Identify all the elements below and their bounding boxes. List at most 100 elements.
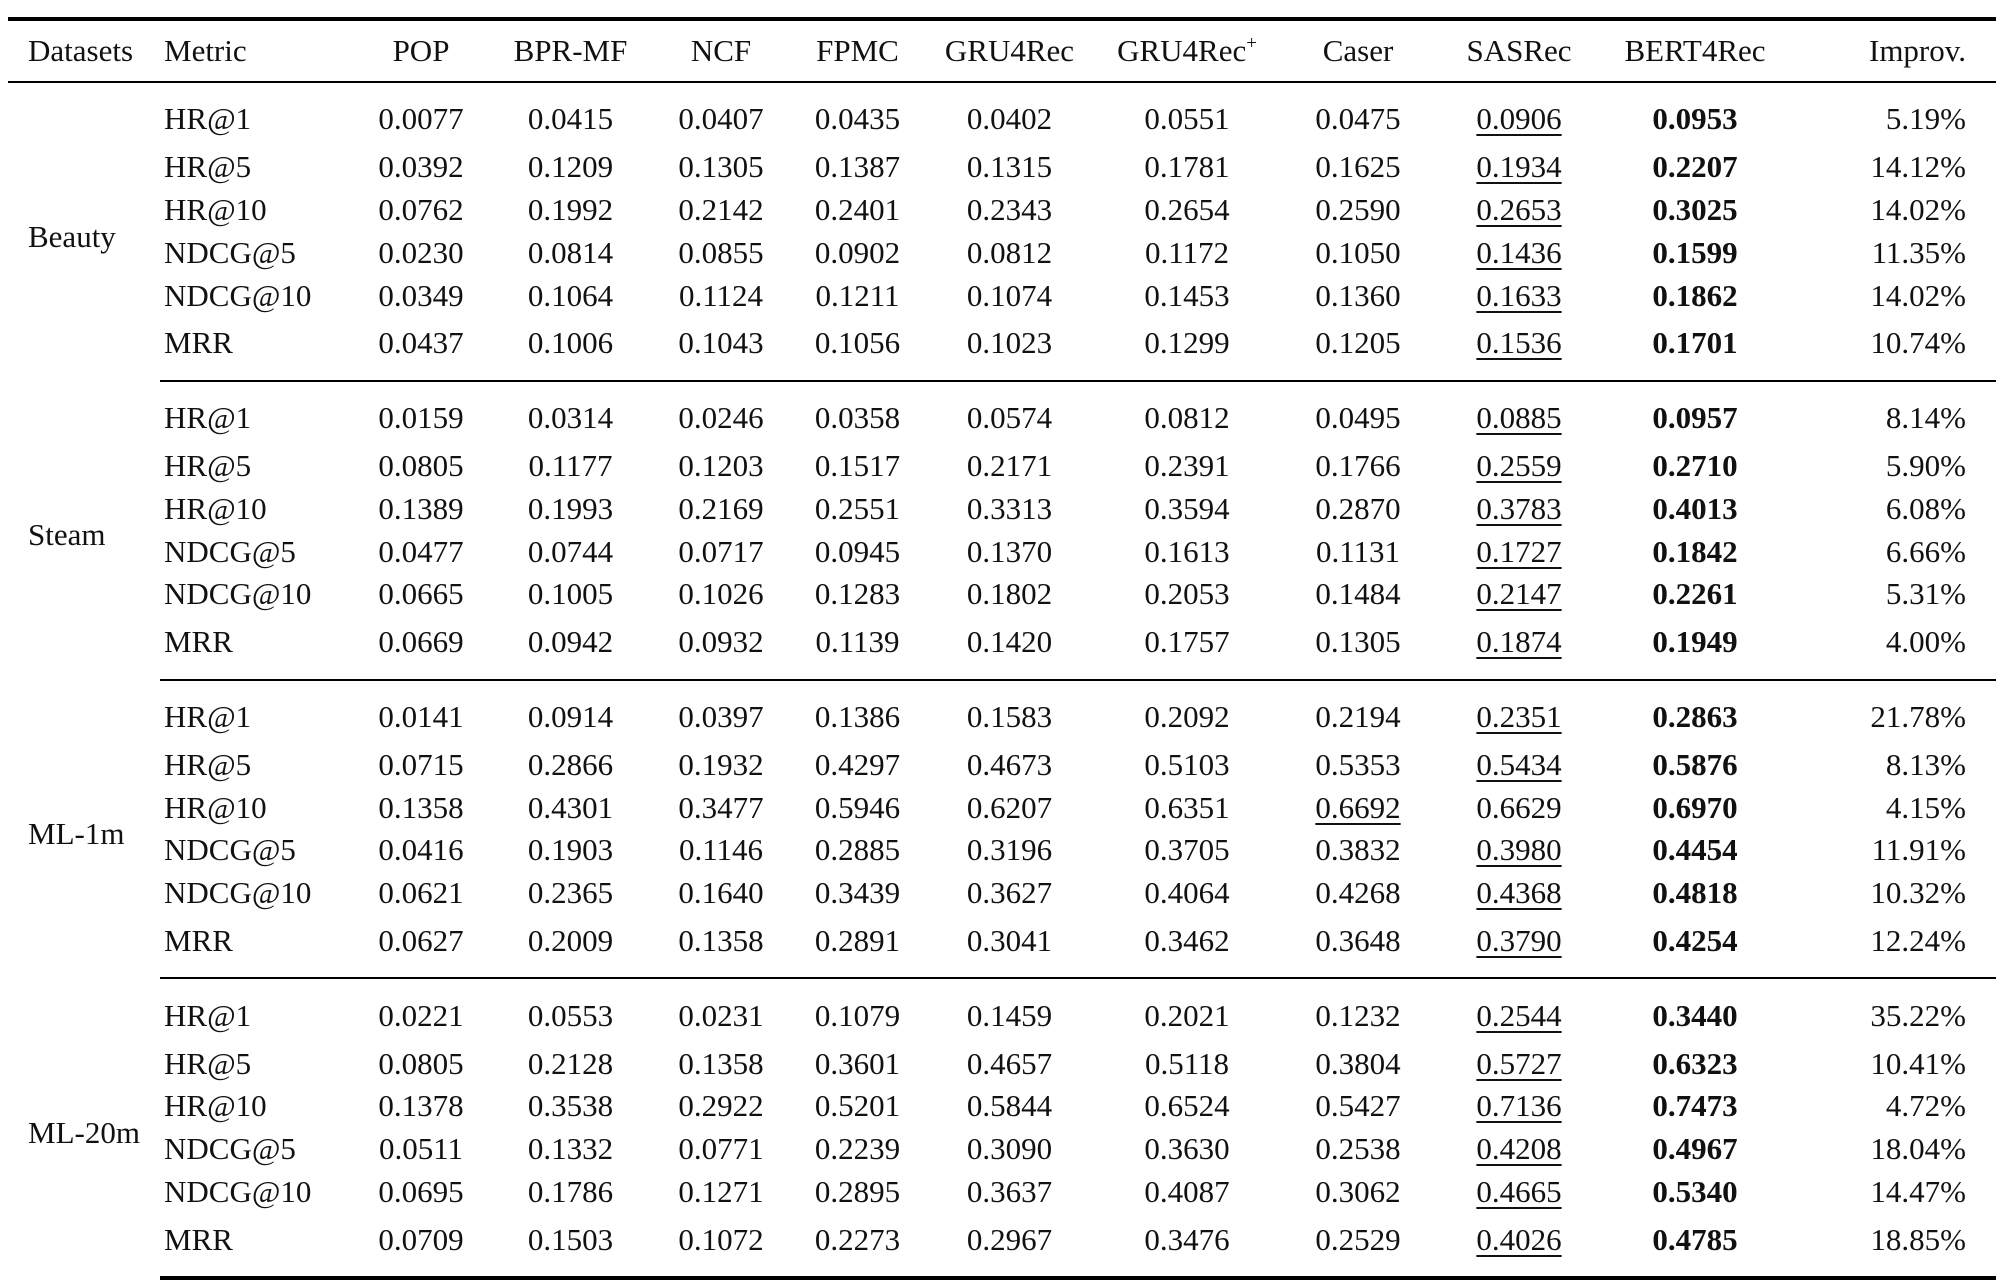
metric-name: MRR xyxy=(160,615,350,681)
value-cell: 0.0885 xyxy=(1439,381,1599,445)
value-cell: 0.1625 xyxy=(1277,146,1439,189)
metric-name: HR@10 xyxy=(164,1088,267,1124)
metric-value: 0.1786 xyxy=(527,1173,614,1209)
metric-value: 0.1079 xyxy=(814,997,901,1033)
metric-value: 0.1139 xyxy=(815,624,900,660)
second-best-value: 0.3980 xyxy=(1476,832,1562,868)
value-cell: 0.3025 xyxy=(1599,189,1791,232)
table-row: HR@10 0.1378 0.3538 0.2922 0.5201 0.5844 0.652… xyxy=(8,1085,1996,1128)
value-cell: 0.0314 xyxy=(492,381,649,445)
metric-name: HR@10 xyxy=(164,191,267,227)
second-best-value: 0.1436 xyxy=(1476,234,1562,270)
metric-value: 0.1177 xyxy=(528,447,613,483)
value-cell: 0.3601 xyxy=(793,1042,922,1085)
value-cell: 0.0230 xyxy=(350,231,492,274)
value-cell: 0.0715 xyxy=(350,743,492,786)
value-cell: 0.1932 xyxy=(649,743,793,786)
second-best-value: 0.4208 xyxy=(1476,1131,1562,1167)
dataset-name: Steam xyxy=(28,517,106,553)
value-cell: 0.2169 xyxy=(649,487,793,530)
best-value: 0.5340 xyxy=(1652,1173,1738,1209)
metric-value: 0.3476 xyxy=(1144,1221,1230,1257)
value-cell: 0.5434 xyxy=(1439,743,1599,786)
value-cell: 0.5340 xyxy=(1599,1171,1791,1214)
value-cell: 0.3313 xyxy=(922,487,1097,530)
header-row: Datasets Metric POP BPR-MF NCF FPMC GRU4… xyxy=(8,17,1996,83)
value-cell: 0.6207 xyxy=(922,786,1097,829)
value-cell: 0.3790 xyxy=(1439,914,1599,980)
metric-value: 0.1389 xyxy=(378,490,464,526)
metric-value: 0.1315 xyxy=(966,149,1053,185)
value-cell: 0.0805 xyxy=(350,445,492,488)
table-row: HR@10 0.0762 0.1992 0.2142 0.2401 0.2343 0.265… xyxy=(8,189,1996,232)
value-cell: 0.0812 xyxy=(922,231,1097,274)
second-best-value: 0.1934 xyxy=(1476,149,1562,185)
value-cell: 0.3980 xyxy=(1439,829,1599,872)
second-best-value: 0.3790 xyxy=(1476,922,1562,958)
table-row: NDCG@10 0.0695 0.1786 0.1271 0.2895 0.3637 0.4… xyxy=(8,1171,1996,1214)
metric-value: 0.1992 xyxy=(527,191,614,227)
metric-value: 0.0942 xyxy=(527,624,614,660)
value-cell: 0.2538 xyxy=(1277,1128,1439,1171)
metric-name: HR@10 xyxy=(164,789,267,825)
metric-value: 0.0932 xyxy=(678,624,764,660)
metric-value: 0.0551 xyxy=(1144,101,1230,137)
value-cell: 0.3477 xyxy=(649,786,793,829)
dataset-name: ML-20m xyxy=(28,1115,140,1151)
metric-value: 0.1802 xyxy=(966,576,1053,612)
value-cell: 0.3439 xyxy=(793,872,922,915)
value-cell: 0.1360 xyxy=(1277,274,1439,317)
improvement-value: 8.14% xyxy=(1885,400,1966,436)
value-cell: 0.3630 xyxy=(1097,1128,1277,1171)
metric-value: 0.6524 xyxy=(1144,1088,1230,1124)
value-cell: 0.6629 xyxy=(1439,786,1599,829)
metric-value: 0.1056 xyxy=(814,325,901,361)
metric-value: 0.0812 xyxy=(1144,400,1230,436)
value-cell: 0.2092 xyxy=(1097,680,1277,744)
metric-value: 0.2128 xyxy=(527,1045,614,1081)
metric-value: 0.4087 xyxy=(1144,1173,1230,1209)
value-cell: 0.5353 xyxy=(1277,743,1439,786)
metric-value: 0.2142 xyxy=(678,191,764,227)
second-best-value: 0.3783 xyxy=(1476,490,1562,526)
second-best-value: 0.6692 xyxy=(1315,789,1401,825)
metric-value: 0.0945 xyxy=(814,533,901,569)
value-cell: 0.1079 xyxy=(793,978,922,1042)
value-cell: 0.0231 xyxy=(649,978,793,1042)
metric-value: 0.1064 xyxy=(527,277,614,313)
metric-value: 0.0771 xyxy=(678,1131,764,1167)
metric-value: 0.0407 xyxy=(678,101,764,137)
metric-value: 0.1172 xyxy=(1144,234,1230,270)
value-cell: 0.0914 xyxy=(492,680,649,744)
metric-value: 0.1050 xyxy=(1315,234,1401,270)
value-cell: 0.0349 xyxy=(350,274,492,317)
header-metric: Metric xyxy=(160,17,350,83)
value-cell: 0.4673 xyxy=(922,743,1097,786)
value-cell: 0.1517 xyxy=(793,445,922,488)
value-cell: 0.1205 xyxy=(1277,316,1439,382)
value-cell: 0.2261 xyxy=(1599,573,1791,616)
best-value: 0.1842 xyxy=(1652,533,1738,569)
dataset-name: Beauty xyxy=(28,218,116,254)
metric-value: 0.0744 xyxy=(527,533,614,569)
metric-value: 0.2092 xyxy=(1144,698,1230,734)
header-gru4rec: GRU4Rec xyxy=(922,17,1097,83)
metric-value: 0.3313 xyxy=(966,490,1053,526)
metric-value: 0.1026 xyxy=(678,576,764,612)
best-value: 0.3025 xyxy=(1652,191,1738,227)
best-value: 0.4785 xyxy=(1652,1221,1738,1257)
value-cell: 0.0159 xyxy=(350,381,492,445)
metric-value: 0.0495 xyxy=(1315,400,1401,436)
value-cell: 0.2401 xyxy=(793,189,922,232)
value-cell: 0.3627 xyxy=(922,872,1097,915)
value-cell: 0.1305 xyxy=(649,146,793,189)
metric-value: 0.2551 xyxy=(814,490,901,526)
value-cell: 0.0717 xyxy=(649,530,793,573)
value-cell: 0.4368 xyxy=(1439,872,1599,915)
metric-value: 0.0665 xyxy=(378,576,464,612)
metric-value: 0.2273 xyxy=(814,1221,901,1257)
metric-value: 0.5201 xyxy=(814,1088,901,1124)
value-cell: 0.4268 xyxy=(1277,872,1439,915)
value-cell: 0.1023 xyxy=(922,316,1097,382)
metric-name: NDCG@5 xyxy=(164,533,296,569)
